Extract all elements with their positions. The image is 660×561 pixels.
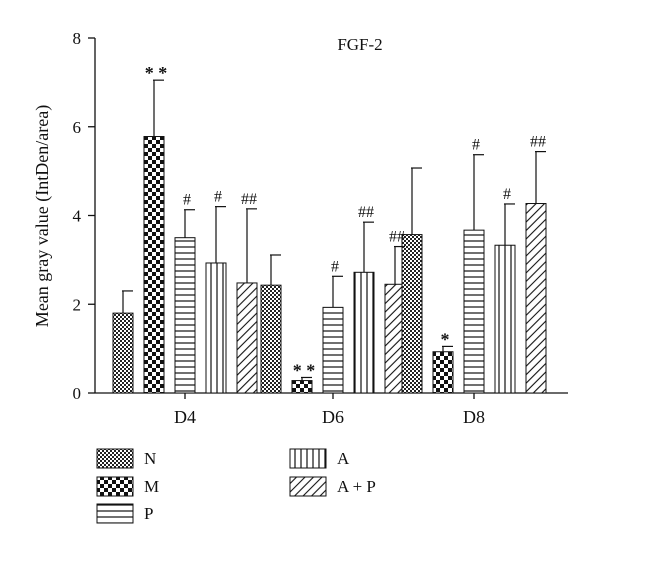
y-axis-label: Mean gray value (IntDen/area)	[32, 105, 53, 327]
significance-mark: #	[214, 189, 222, 206]
bar-ap	[236, 282, 258, 394]
significance-mark: #	[472, 137, 480, 154]
y-tick-label: 6	[73, 118, 82, 137]
bar-p	[463, 229, 485, 394]
bar-m	[432, 351, 454, 394]
bar-p	[322, 306, 344, 394]
legend-label: A + P	[337, 477, 376, 496]
significance-mark: *	[441, 329, 450, 349]
axes: 0 2 4 6 8 D4 D6 D8	[73, 29, 568, 427]
bar-n	[401, 234, 423, 394]
error-bars-layer	[122, 79, 546, 381]
bar-m	[291, 380, 313, 394]
bar-n	[260, 284, 282, 394]
x-tick-label: D8	[463, 407, 485, 427]
legend-swatch	[289, 476, 327, 497]
x-tick-label: D4	[174, 407, 196, 427]
bar-p	[174, 237, 196, 394]
bar-n	[112, 312, 134, 394]
bar-m	[143, 136, 165, 394]
bar-a	[205, 262, 227, 394]
significance-mark: #	[183, 192, 191, 209]
legend-swatch	[96, 448, 134, 469]
y-tick-label: 0	[73, 384, 82, 403]
bar-ap	[525, 203, 547, 394]
legend-label: P	[144, 504, 153, 523]
chart-title: FGF-2	[337, 35, 382, 54]
significance-mark: #	[331, 258, 339, 275]
x-tick-label: D6	[322, 407, 344, 427]
legend-swatch	[96, 503, 134, 524]
y-tick-label: 4	[73, 207, 82, 226]
significance-mark: ##	[530, 134, 546, 151]
significance-mark: * *	[145, 63, 168, 83]
significance-mark: #	[503, 186, 511, 203]
bar-a	[494, 244, 516, 394]
significance-mark: * *	[293, 360, 316, 380]
legend-label: M	[144, 477, 159, 496]
significance-mark: ##	[241, 191, 257, 208]
y-tick-label: 8	[73, 29, 82, 48]
significance-marks-layer: * *# # ##* *#####*####	[145, 63, 546, 380]
bar-a	[353, 271, 375, 394]
legend-label: N	[144, 449, 156, 468]
legend-swatch	[289, 448, 327, 469]
legend-swatch	[96, 476, 134, 497]
legend-label: A	[337, 449, 350, 468]
y-tick-label: 2	[73, 295, 82, 314]
significance-mark: ##	[358, 204, 374, 221]
bars-layer	[112, 136, 547, 394]
significance-mark: ##	[389, 229, 405, 246]
legend: NMP A A + P	[96, 448, 376, 524]
